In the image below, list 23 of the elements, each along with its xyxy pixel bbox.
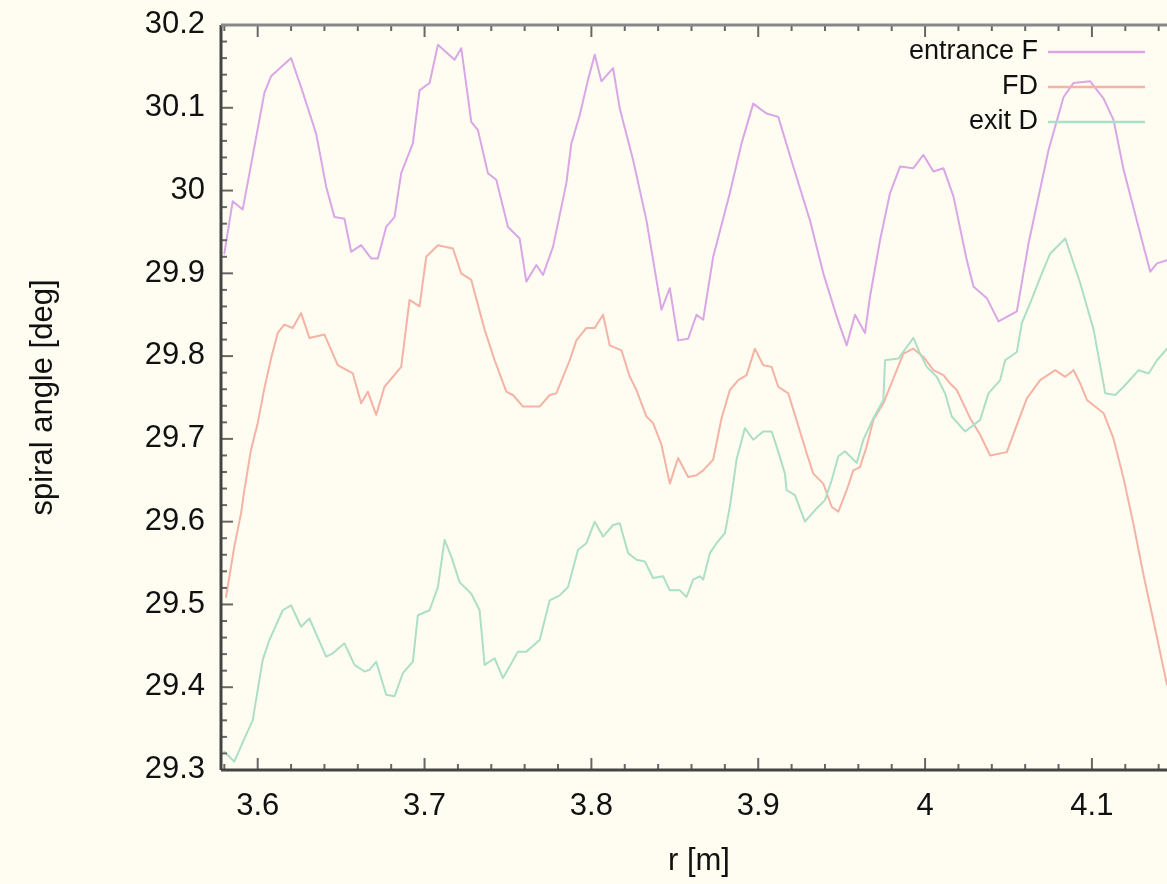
y-tick-label: 29.8 — [144, 336, 205, 372]
x-tick-label: 4.1 — [1070, 787, 1114, 822]
y-tick-label: 29.7 — [144, 419, 205, 455]
y-tick-label: 29.3 — [144, 750, 205, 786]
x-tick-label: 3.6 — [236, 787, 280, 822]
y-tick-label: 30.2 — [144, 5, 205, 41]
x-tick-label: 4 — [916, 787, 934, 822]
x-tick-label: 3.9 — [736, 787, 780, 822]
line-series — [223, 237, 1167, 763]
y-tick-label: 29.5 — [144, 584, 205, 620]
y-tick-label: 29.4 — [144, 667, 205, 703]
y-tick-label: 29.6 — [144, 501, 205, 537]
legend-label: FD — [1002, 70, 1038, 101]
line-series — [225, 244, 1167, 686]
y-tick-label: 30 — [170, 170, 205, 206]
legend-label: entrance F — [908, 35, 1038, 66]
x-axis-title: r [m] — [668, 842, 730, 877]
y-tick-label: 29.9 — [144, 253, 205, 289]
x-tick-label: 3.7 — [402, 787, 447, 822]
y-axis-title: spiral angle [deg] — [24, 279, 59, 516]
x-tick-label: 3.8 — [569, 787, 613, 822]
legend-label: exit D — [968, 105, 1038, 136]
y-tick-label: 30.1 — [144, 87, 205, 123]
